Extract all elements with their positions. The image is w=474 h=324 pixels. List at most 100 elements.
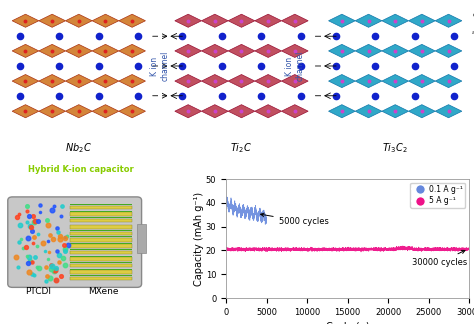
Polygon shape (282, 14, 308, 27)
Polygon shape (328, 14, 355, 27)
FancyBboxPatch shape (8, 197, 142, 287)
Polygon shape (409, 44, 435, 57)
Polygon shape (435, 44, 462, 57)
Bar (70, 249, 132, 250)
Text: 5000 cycles: 5000 cycles (261, 213, 328, 226)
Polygon shape (328, 75, 355, 87)
Bar (137, 224, 146, 253)
Polygon shape (255, 105, 282, 118)
Polygon shape (39, 105, 65, 118)
Bar (70, 204, 132, 205)
Bar (70, 230, 132, 231)
Polygon shape (201, 75, 228, 87)
Polygon shape (12, 14, 39, 27)
Polygon shape (409, 105, 435, 118)
Polygon shape (255, 14, 282, 27)
Polygon shape (65, 75, 92, 87)
Polygon shape (12, 105, 39, 118)
Bar (70, 251, 132, 254)
Bar (70, 219, 132, 222)
X-axis label: Cycle (n): Cycle (n) (326, 322, 369, 324)
Polygon shape (328, 44, 355, 57)
Polygon shape (282, 75, 308, 87)
Text: Ti$_2$C: Ti$_2$C (230, 141, 253, 155)
Polygon shape (92, 75, 119, 87)
Text: c: c (472, 12, 474, 18)
Bar (70, 262, 132, 263)
Text: a ├→ b: a ├→ b (472, 28, 474, 35)
Polygon shape (435, 14, 462, 27)
Bar (70, 277, 132, 280)
Bar (70, 212, 132, 216)
Polygon shape (92, 105, 119, 118)
Legend: 0.1 A g⁻¹, 5 A g⁻¹: 0.1 A g⁻¹, 5 A g⁻¹ (410, 183, 465, 208)
Polygon shape (282, 44, 308, 57)
Text: Hybrid K-ion capacitor: Hybrid K-ion capacitor (28, 165, 134, 174)
Polygon shape (201, 14, 228, 27)
Polygon shape (119, 75, 146, 87)
Polygon shape (382, 44, 409, 57)
Bar (70, 238, 132, 242)
Polygon shape (382, 105, 409, 118)
Bar (70, 211, 132, 212)
Polygon shape (228, 14, 255, 27)
Polygon shape (65, 105, 92, 118)
Polygon shape (175, 105, 201, 118)
Polygon shape (409, 75, 435, 87)
Bar (70, 243, 132, 244)
Bar (70, 270, 132, 274)
Polygon shape (435, 75, 462, 87)
Polygon shape (65, 44, 92, 57)
Polygon shape (435, 105, 462, 118)
Polygon shape (92, 44, 119, 57)
Polygon shape (228, 75, 255, 87)
Bar (70, 224, 132, 225)
Bar (70, 275, 132, 276)
Bar (70, 244, 132, 248)
Polygon shape (92, 14, 119, 27)
Text: PTCDI: PTCDI (25, 287, 51, 296)
Polygon shape (12, 44, 39, 57)
Polygon shape (328, 105, 355, 118)
Polygon shape (228, 105, 255, 118)
Polygon shape (39, 75, 65, 87)
Polygon shape (355, 105, 382, 118)
Polygon shape (39, 14, 65, 27)
Bar (70, 232, 132, 235)
Polygon shape (255, 44, 282, 57)
Polygon shape (355, 75, 382, 87)
Text: Nb$_2$C: Nb$_2$C (65, 141, 92, 155)
Bar (70, 256, 132, 257)
Polygon shape (282, 105, 308, 118)
Polygon shape (39, 44, 65, 57)
Text: Ti$_3$C$_2$: Ti$_3$C$_2$ (382, 141, 408, 155)
Y-axis label: Capacity (mAh g⁻¹): Capacity (mAh g⁻¹) (194, 191, 204, 286)
Text: K ion
channel: K ion channel (150, 51, 170, 81)
Text: 30000 cycles: 30000 cycles (412, 250, 468, 267)
Bar (70, 217, 132, 218)
Bar (70, 206, 132, 209)
Polygon shape (119, 105, 146, 118)
Polygon shape (119, 44, 146, 57)
Polygon shape (119, 14, 146, 27)
Polygon shape (175, 14, 201, 27)
Polygon shape (201, 105, 228, 118)
Polygon shape (382, 75, 409, 87)
Polygon shape (255, 75, 282, 87)
Polygon shape (12, 75, 39, 87)
Bar (70, 269, 132, 270)
Polygon shape (65, 14, 92, 27)
Polygon shape (175, 75, 201, 87)
Text: MXene: MXene (88, 287, 119, 296)
Polygon shape (355, 14, 382, 27)
Bar (70, 257, 132, 261)
Bar (70, 225, 132, 229)
Bar (70, 264, 132, 267)
Polygon shape (409, 14, 435, 27)
Polygon shape (382, 14, 409, 27)
Text: K ion
channel: K ion channel (285, 51, 304, 81)
Polygon shape (201, 44, 228, 57)
Polygon shape (228, 44, 255, 57)
Polygon shape (355, 44, 382, 57)
Polygon shape (175, 44, 201, 57)
